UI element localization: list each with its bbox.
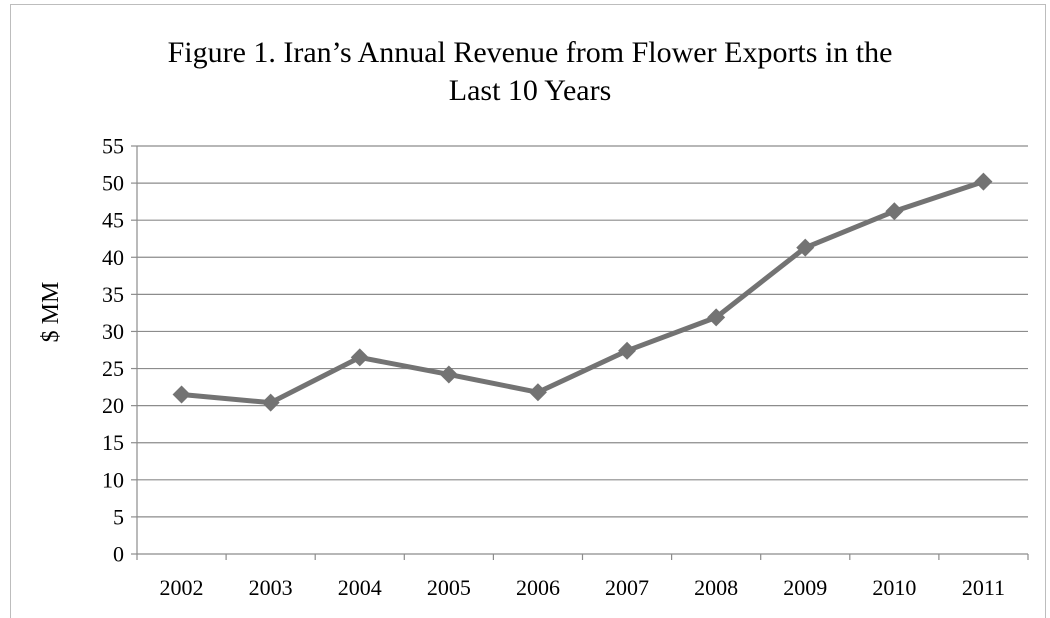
y-tick-label-15: 15 — [102, 430, 124, 455]
data-point-2005 — [439, 365, 458, 384]
data-point-2004 — [350, 348, 369, 367]
x-tick-label-2002: 2002 — [160, 575, 204, 600]
y-tick-labels: 0 5 10 15 20 25 30 35 40 45 50 55 — [102, 134, 124, 567]
data-point-2009 — [796, 238, 815, 257]
y-tick-label-20: 20 — [102, 393, 124, 418]
data-point-2003 — [261, 393, 280, 412]
y-tick-label-0: 0 — [113, 542, 124, 567]
y-tick-label-50: 50 — [102, 171, 124, 196]
y-tick-label-5: 5 — [113, 504, 124, 529]
x-tick-label-2008: 2008 — [694, 575, 738, 600]
chart-title-line-2: Last 10 Years — [448, 74, 612, 107]
y-tick-label-30: 30 — [102, 319, 124, 344]
data-point-2002 — [172, 385, 191, 404]
data-point-2010 — [885, 202, 904, 221]
series-line-0 — [179, 179, 986, 406]
x-tick-label-2006: 2006 — [516, 575, 560, 600]
data-point-2011 — [974, 172, 993, 191]
axes — [131, 145, 1029, 560]
x-tick-label-2003: 2003 — [249, 575, 293, 600]
gridlines — [137, 145, 1028, 518]
chart-title: Figure 1. Iran’s Annual Revenue from Flo… — [60, 34, 1000, 110]
data-point-2008 — [707, 308, 726, 327]
x-tick-label-2011: 2011 — [962, 575, 1005, 600]
y-tick-label-35: 35 — [102, 282, 124, 307]
y-tick-label-40: 40 — [102, 245, 124, 270]
y-tick-label-25: 25 — [102, 356, 124, 381]
y-tick-label-10: 10 — [102, 467, 124, 492]
y-tick-label-45: 45 — [102, 208, 124, 233]
x-tick-label-2004: 2004 — [338, 575, 382, 600]
data-point-2006 — [528, 383, 547, 402]
chart-title-line-1: Figure 1. Iran’s Annual Revenue from Flo… — [167, 36, 893, 69]
data-point-2007 — [618, 341, 637, 360]
y-tick-label-55: 55 — [102, 134, 124, 159]
chart-frame — [10, 4, 1046, 618]
y-axis-title: $ MM — [38, 282, 64, 343]
x-tick-labels: 2002 2003 2004 2005 2006 2007 2008 2009 2010 2011 — [160, 575, 1005, 600]
x-tick-label-2009: 2009 — [783, 575, 827, 600]
series-layer — [172, 172, 993, 412]
x-tick-label-2005: 2005 — [427, 575, 471, 600]
x-tick-label-2010: 2010 — [872, 575, 916, 600]
x-tick-label-2007: 2007 — [605, 575, 649, 600]
